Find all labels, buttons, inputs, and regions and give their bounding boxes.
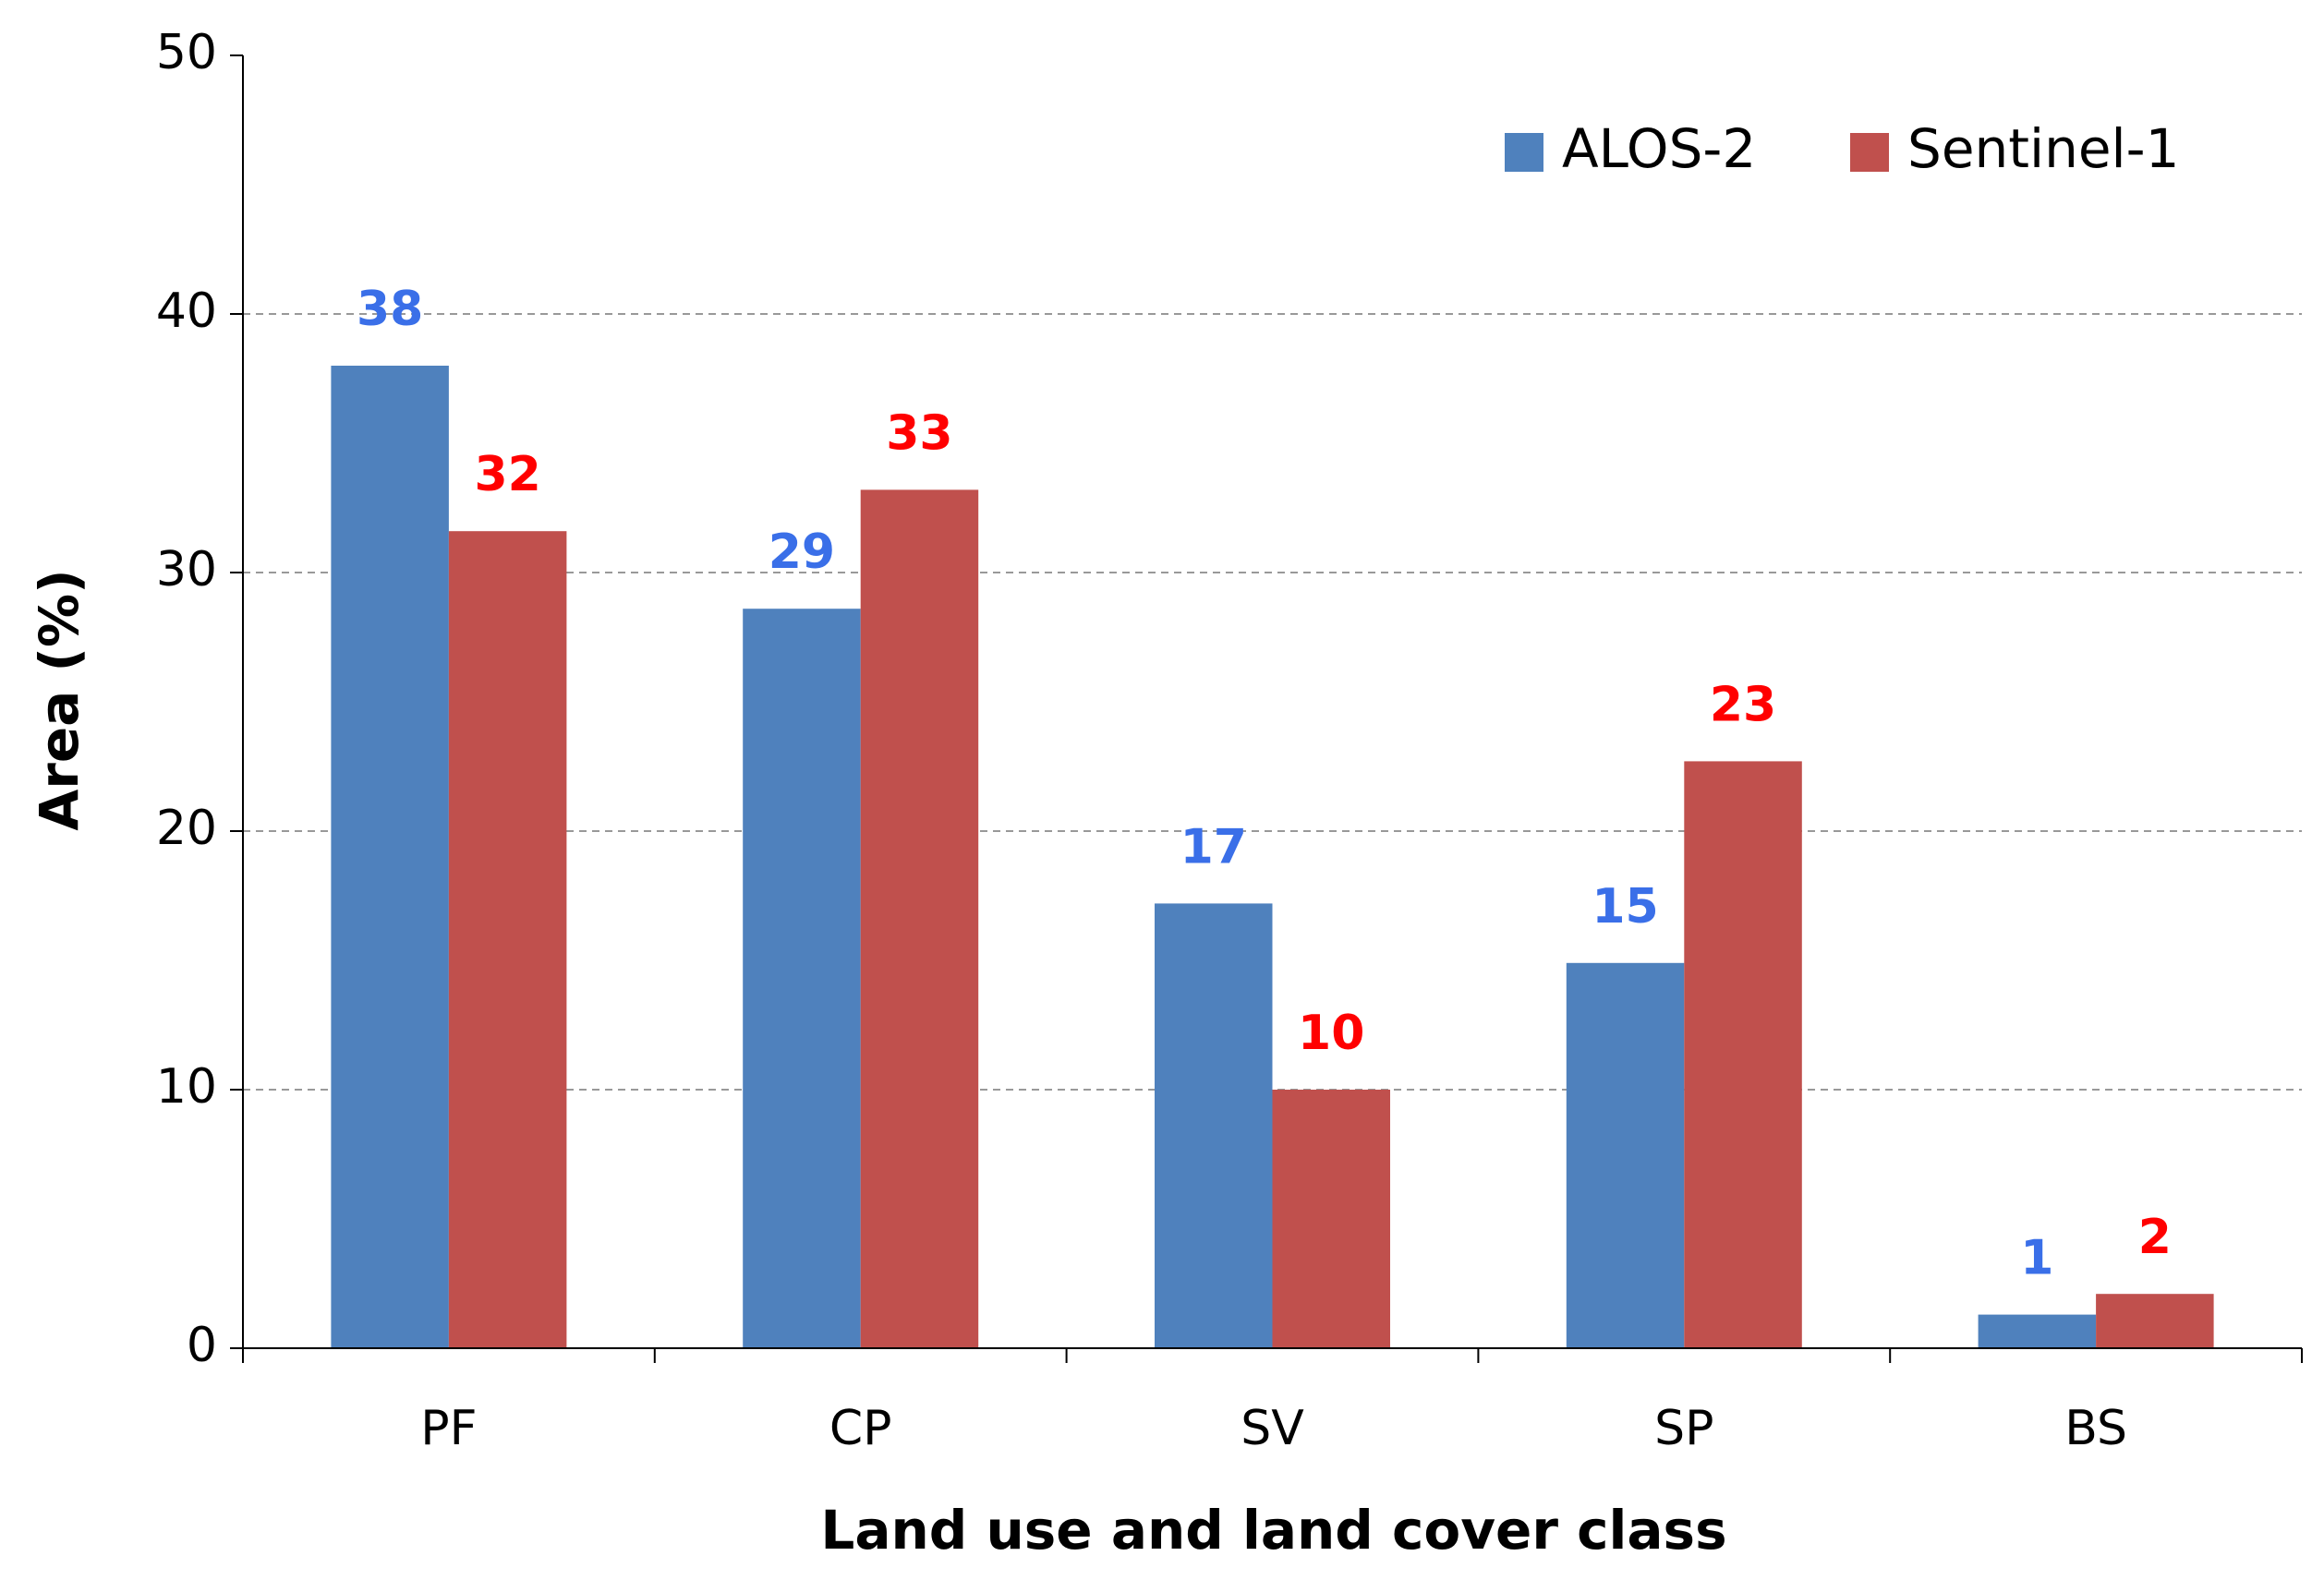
bar: [331, 366, 449, 1348]
value-label: 32: [474, 447, 540, 502]
x-tick-label: SV: [1241, 1401, 1304, 1456]
x-tick-label: SP: [1654, 1401, 1713, 1456]
y-tick-label: 10: [156, 1059, 217, 1115]
bar: [1272, 1090, 1390, 1348]
value-label: 29: [769, 525, 835, 580]
value-label: 38: [357, 282, 423, 337]
bar: [743, 609, 861, 1348]
y-tick-label: 20: [156, 801, 217, 856]
value-label: 1: [2020, 1231, 2053, 1286]
y-tick-label: 30: [156, 542, 217, 597]
bar: [1566, 962, 1685, 1348]
legend-label: Sentinel-1: [1907, 117, 2180, 180]
value-label: 23: [1710, 677, 1776, 732]
legend-swatch: [1505, 133, 1543, 172]
value-label: 2: [2138, 1210, 2172, 1265]
x-tick-label: BS: [2064, 1401, 2127, 1456]
x-axis-title: Land use and land cover class: [820, 1499, 1726, 1562]
y-axis-title: Area (%): [28, 569, 91, 830]
x-tick-label: CP: [829, 1401, 892, 1456]
bar: [860, 489, 979, 1348]
bar: [1684, 761, 1802, 1348]
y-tick-label: 50: [156, 25, 217, 80]
bar: [448, 531, 567, 1348]
value-label: 10: [1298, 1006, 1364, 1061]
legend-label: ALOS-2: [1562, 117, 1756, 180]
x-tick-label: PF: [420, 1401, 477, 1456]
value-label: 33: [886, 405, 952, 461]
y-tick-label: 40: [156, 283, 217, 339]
value-label: 15: [1592, 879, 1658, 935]
value-label: 17: [1180, 819, 1247, 874]
bar: [1978, 1314, 2097, 1348]
y-tick-label: 0: [187, 1318, 217, 1373]
legend-swatch: [1850, 133, 1889, 172]
bar: [1155, 903, 1273, 1348]
bar: [2096, 1294, 2214, 1348]
